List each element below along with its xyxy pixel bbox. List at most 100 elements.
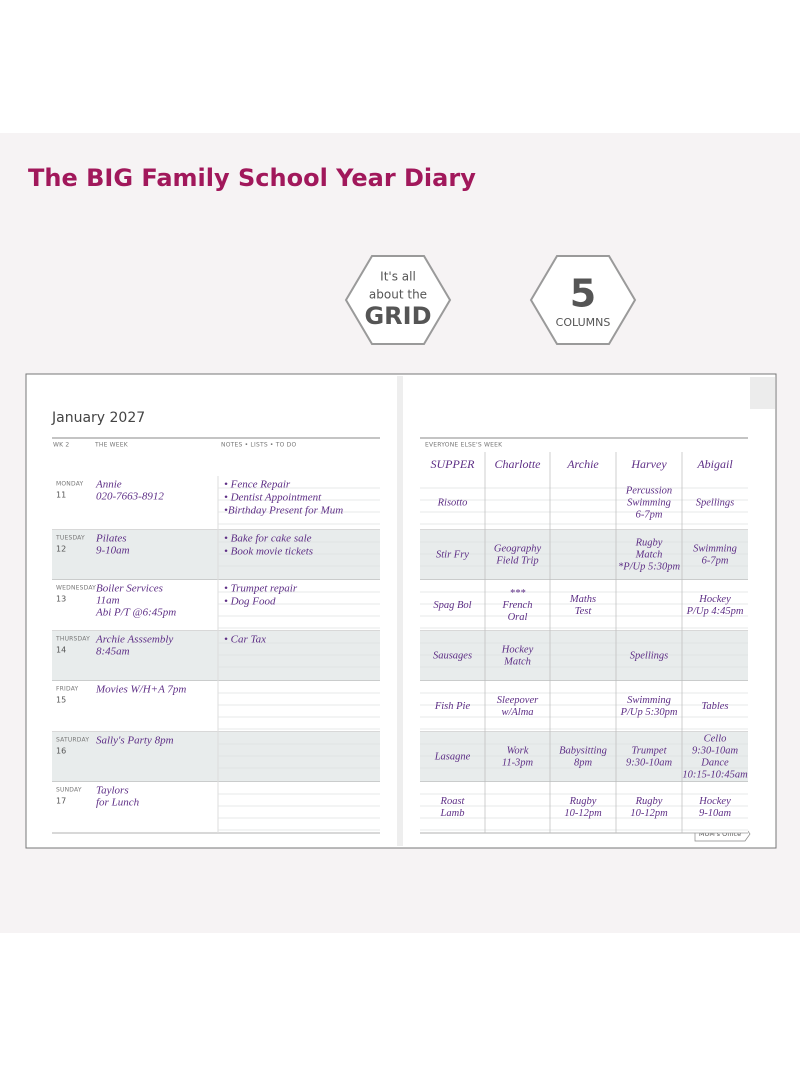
day-row xyxy=(52,476,380,530)
entry: Movies W/H+A 7pm xyxy=(95,684,186,696)
cell-text: Match xyxy=(635,549,663,560)
badge-text: about the xyxy=(369,288,427,302)
day-row xyxy=(420,631,748,681)
cell-text: Trumpet xyxy=(631,745,667,756)
note: •Birthday Present for Mum xyxy=(224,505,343,517)
cell-text: Risotto xyxy=(437,497,468,508)
day-row xyxy=(52,782,380,833)
column-header: SUPPER xyxy=(431,457,476,471)
day-row xyxy=(52,631,380,681)
cell-text: Spellings xyxy=(630,650,669,661)
entry: Pilates xyxy=(95,533,127,545)
cell-text: Tables xyxy=(701,701,728,712)
column-header-band xyxy=(420,452,748,476)
day-name: MONDAY xyxy=(56,481,84,488)
entry: 8:45am xyxy=(96,646,130,658)
side-tab xyxy=(750,377,775,409)
cell-text: Dance xyxy=(700,757,729,768)
cell-text: 9-10am xyxy=(699,808,731,819)
cell-text: Test xyxy=(575,606,593,617)
badge-text: GRID xyxy=(364,302,431,330)
badge-text: It's all xyxy=(380,270,416,284)
day-name: THURSDAY xyxy=(55,636,90,643)
cell-text: Percussion xyxy=(625,485,672,496)
column-header: Abigail xyxy=(696,457,733,471)
day-row xyxy=(420,782,748,833)
badge-text: 5 xyxy=(570,272,596,316)
cell-text: 11-3pm xyxy=(502,757,534,768)
cell-text: P/Up 4:45pm xyxy=(686,606,744,617)
note: • Fence Repair xyxy=(224,479,291,491)
day-name: FRIDAY xyxy=(56,686,79,693)
cell-text: French xyxy=(502,600,533,611)
cell-text: Fish Pie xyxy=(434,701,471,712)
entry: Boiler Services xyxy=(96,583,163,595)
entry: Sally's Party 8pm xyxy=(96,735,174,747)
entry: Archie Asssembly xyxy=(95,634,173,646)
cell-text: Hockey xyxy=(501,644,534,655)
cell-text: Cello xyxy=(704,733,727,744)
week-label: WK 2 xyxy=(53,442,69,449)
cell-text: Work xyxy=(507,745,529,756)
cell-text: 8pm xyxy=(574,757,593,768)
others-heading: EVERYONE ELSE'S WEEK xyxy=(425,442,503,449)
note: • Trumpet repair xyxy=(224,583,298,595)
day-date: 12 xyxy=(56,545,66,554)
entry: 9-10am xyxy=(96,545,130,557)
day-row xyxy=(52,580,380,631)
cell-text: Geography xyxy=(494,543,542,554)
week-heading: THE WEEK xyxy=(94,442,129,449)
day-row xyxy=(52,681,380,732)
note: • Dog Food xyxy=(224,596,276,608)
cell-text: Sleepover xyxy=(497,695,539,706)
entry: Abi P/T @6:45pm xyxy=(95,607,176,619)
cell-text: Lamb xyxy=(440,808,465,819)
notes-heading: NOTES • LISTS • TO DO xyxy=(221,442,296,449)
cell-text: Swimming xyxy=(627,695,671,706)
day-name: WEDNESDAY xyxy=(56,585,96,592)
cell-text: 9:30-10am xyxy=(692,745,738,756)
badge: 5 COLUMNS xyxy=(529,255,637,345)
cell-text: 10:15-10:45am xyxy=(682,769,748,780)
day-date: 11 xyxy=(56,491,66,500)
day-date: 13 xyxy=(56,595,66,604)
cell-text: Stir Fry xyxy=(436,549,469,560)
column-header: Harvey xyxy=(630,457,667,471)
day-date: 16 xyxy=(56,747,66,756)
cell-text: Swimming xyxy=(627,497,671,508)
cell-text: Spellings xyxy=(696,497,735,508)
cell-text: 10-12pm xyxy=(630,808,668,819)
title: The BIG Family School Year Diary xyxy=(28,164,476,192)
cell-text: Rugby xyxy=(569,796,597,807)
note: • Dentist Appointment xyxy=(224,492,322,504)
cell-text: Swimming xyxy=(693,543,737,554)
note: • Book movie tickets xyxy=(224,546,313,558)
cell-text: Hockey xyxy=(698,594,731,605)
cell-text: Sausages xyxy=(433,650,472,661)
day-row xyxy=(420,732,748,782)
day-name: SUNDAY xyxy=(56,787,82,794)
column-header: Charlotte xyxy=(494,457,541,471)
cell-text: Maths xyxy=(569,594,596,605)
cell-text: Spag Bol xyxy=(433,600,471,611)
cell-text: *** xyxy=(510,588,527,599)
cell-text: 10-12pm xyxy=(564,808,602,819)
cell-text: 6-7pm xyxy=(636,509,663,520)
tab-label: MUM's Office xyxy=(699,830,741,838)
badge: It's all about the GRID xyxy=(344,255,452,345)
cell-text: Match xyxy=(503,656,531,667)
month: January 2027 xyxy=(51,410,145,426)
cell-text: w/Alma xyxy=(501,707,533,718)
note: • Car Tax xyxy=(224,634,266,646)
day-row xyxy=(52,732,380,782)
cell-text: Rugby xyxy=(635,796,663,807)
cell-text: 6-7pm xyxy=(702,555,729,566)
day-date: 15 xyxy=(56,696,66,705)
cell-text: Lasagne xyxy=(434,751,471,762)
day-row xyxy=(420,476,748,530)
column-header: Archie xyxy=(566,457,599,471)
cell-text: P/Up 5:30pm xyxy=(620,707,678,718)
badge-text: COLUMNS xyxy=(556,316,611,329)
